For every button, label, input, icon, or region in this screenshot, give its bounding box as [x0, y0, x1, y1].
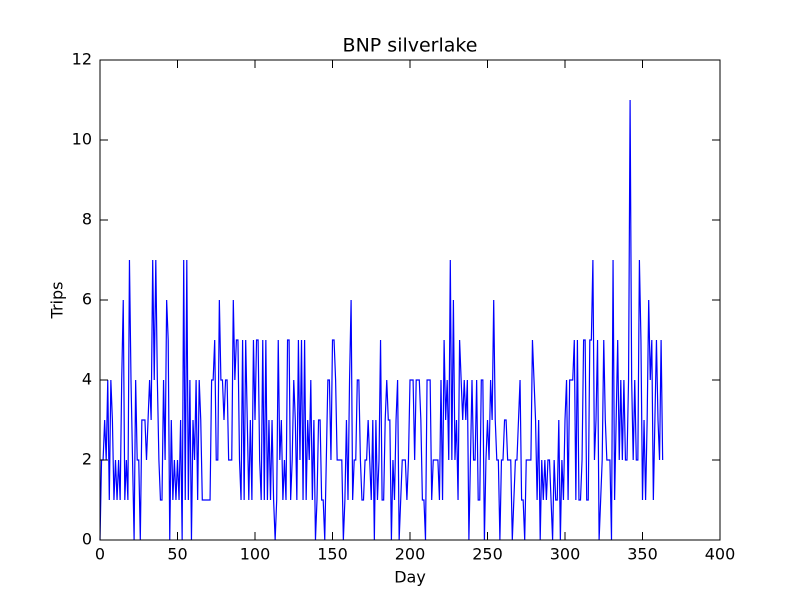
- y-axis-label: Trips: [48, 282, 67, 320]
- chart-title: BNP silverlake: [343, 35, 478, 57]
- x-tick-label: 0: [95, 545, 105, 564]
- x-tick-label: 50: [167, 545, 187, 564]
- y-tick-label: 0: [82, 530, 92, 549]
- data-line: [99, 99, 664, 541]
- x-tick-label: 250: [472, 545, 503, 564]
- x-tick-label: 200: [395, 545, 426, 564]
- x-axis-label: Day: [394, 568, 426, 587]
- y-tick-label: 10: [72, 130, 92, 149]
- x-tick-label: 100: [240, 545, 271, 564]
- y-tick-label: 8: [82, 210, 92, 229]
- x-tick-label: 350: [627, 545, 658, 564]
- y-tick-label: 2: [82, 450, 92, 469]
- y-tick-label: 12: [72, 50, 92, 69]
- y-tick-label: 6: [82, 290, 92, 309]
- x-tick-label: 150: [317, 545, 348, 564]
- y-tick-label: 4: [82, 370, 92, 389]
- x-tick-label: 300: [550, 545, 581, 564]
- x-tick-label: 400: [705, 545, 736, 564]
